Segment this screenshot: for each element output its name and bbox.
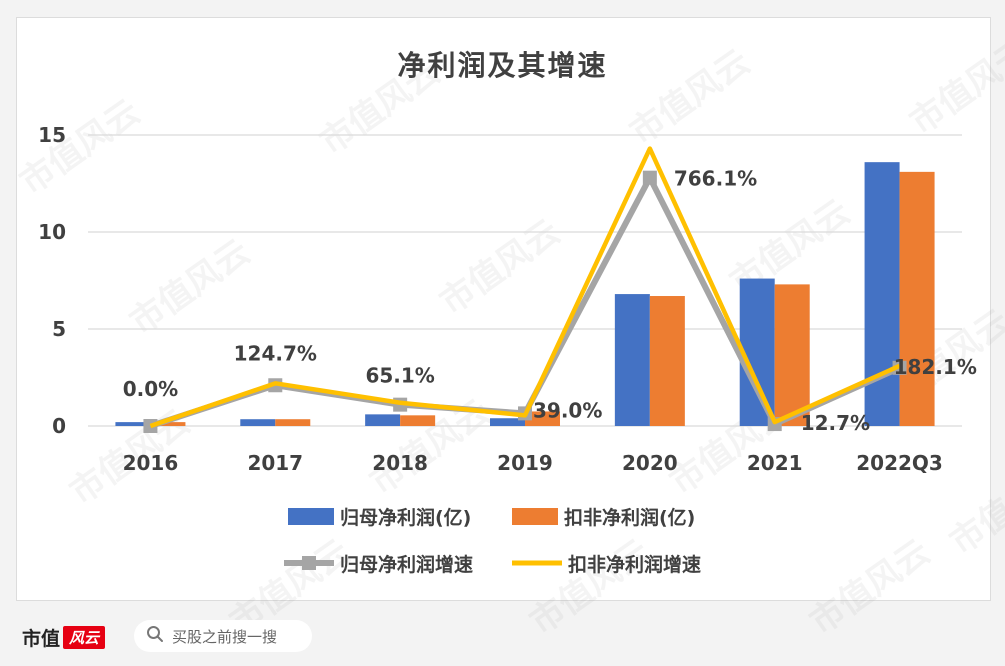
chart-card [16, 17, 991, 601]
brand-name: 市值 [22, 628, 61, 650]
bar [739, 278, 775, 426]
bar [525, 411, 560, 426]
y-tick-label: 10 [38, 220, 66, 244]
brand-badge: 风云 [63, 626, 106, 649]
chart-title: 净利润及其增速 [397, 49, 608, 82]
data-label: 12.7% [801, 411, 870, 435]
legend-marker [302, 556, 316, 570]
bar [150, 422, 186, 426]
x-tick-label: 2020 [622, 451, 678, 475]
legend-label: 归母净利润增速 [340, 553, 473, 576]
x-tick-label: 2022Q3 [856, 451, 943, 475]
bar [275, 419, 311, 426]
series-line [149, 146, 901, 429]
bar [115, 422, 151, 426]
bar [864, 162, 900, 426]
data-label: 182.1% [894, 355, 977, 379]
legend-swatch [512, 508, 558, 525]
legend-swatch [288, 508, 334, 525]
x-tick-label: 2017 [247, 451, 303, 475]
x-tick-label: 2018 [372, 451, 428, 475]
search-box[interactable]: 买股之前搜一搜 [134, 620, 312, 652]
x-tick-label: 2019 [497, 451, 553, 475]
search-icon [146, 625, 164, 647]
bar [649, 296, 685, 426]
search-placeholder: 买股之前搜一搜 [172, 627, 278, 646]
legend-label: 扣非净利润(亿) [564, 506, 695, 529]
bar [490, 418, 525, 426]
bar [400, 415, 436, 426]
y-tick-label: 0 [52, 414, 66, 438]
y-tick-label: 15 [38, 123, 66, 147]
legend-label: 归母净利润(亿) [340, 506, 471, 529]
y-tick-label: 5 [52, 317, 66, 341]
x-tick-label: 2021 [747, 451, 803, 475]
bar [240, 419, 276, 426]
bar [899, 171, 935, 426]
bar [774, 284, 810, 426]
data-label: 124.7% [234, 341, 317, 365]
legend-label: 扣非净利润增速 [568, 553, 701, 576]
bar [365, 414, 401, 426]
footer-bar: 市值 风云 买股之前搜一搜 [0, 608, 1005, 666]
data-label: 39.0% [533, 398, 602, 422]
line-marker [642, 170, 657, 185]
x-tick-label: 2016 [123, 451, 179, 475]
brand-logo[interactable]: 市值 风云 [22, 624, 106, 651]
data-label: 766.1% [674, 167, 757, 191]
data-label: 0.0% [123, 377, 178, 401]
data-label: 65.1% [365, 364, 434, 388]
bar [614, 294, 650, 426]
